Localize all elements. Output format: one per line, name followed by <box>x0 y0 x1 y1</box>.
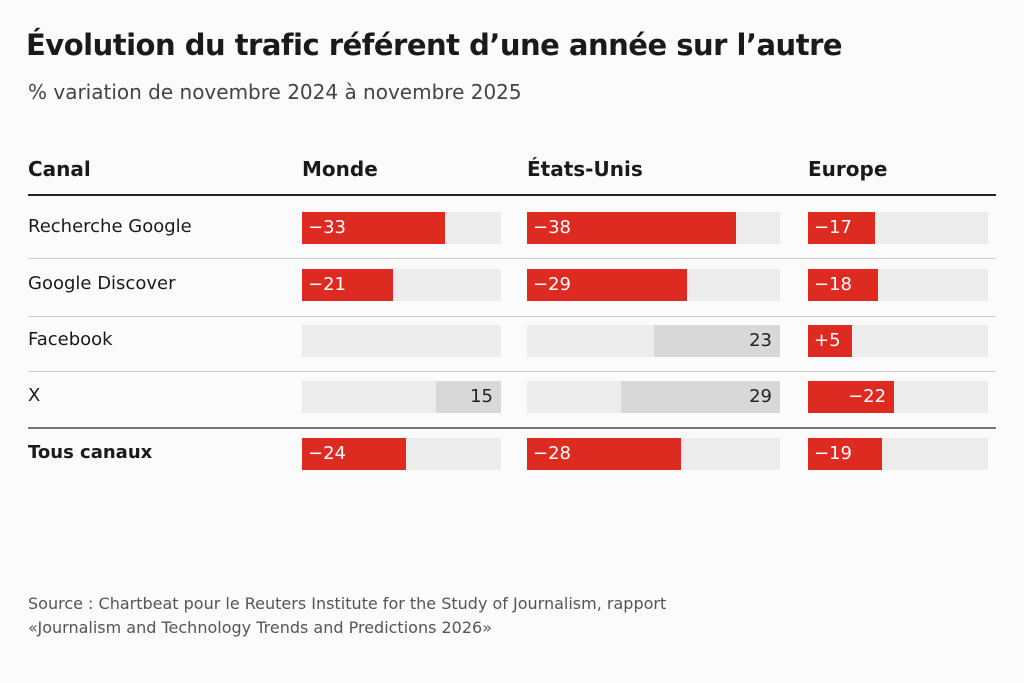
bar-track: −28 <box>527 438 780 470</box>
bar: −33 <box>302 212 445 244</box>
row-label: Tous canaux <box>28 442 153 463</box>
bar-track: −18 <box>808 269 988 301</box>
source-line-2: «Journalism and Technology Trends and Pr… <box>28 618 493 637</box>
row-divider <box>28 316 996 317</box>
bar-track: −33 <box>302 212 501 244</box>
bar: −29 <box>527 269 687 301</box>
row-divider <box>28 427 996 429</box>
header-world: Monde <box>302 157 378 181</box>
row-label: Google Discover <box>28 273 176 294</box>
bar: −17 <box>808 212 875 244</box>
bar-track: +5 <box>808 325 988 357</box>
source-note: Source : Chartbeat pour le Reuters Insti… <box>28 592 666 640</box>
bar-track <box>302 325 501 357</box>
bar-track: −21 <box>302 269 501 301</box>
bar: −21 <box>302 269 393 301</box>
bar: +5 <box>808 325 852 357</box>
bar-track: 15 <box>302 381 501 413</box>
bar-track: −19 <box>808 438 988 470</box>
header-us: États-Unis <box>527 157 643 181</box>
row-divider <box>28 371 996 372</box>
bar-track: −29 <box>527 269 780 301</box>
bar: 29 <box>620 381 780 413</box>
bar-track: 23 <box>527 325 780 357</box>
row-label: Facebook <box>28 329 113 350</box>
bar: −18 <box>808 269 879 301</box>
bar: 23 <box>653 325 780 357</box>
row-label: Recherche Google <box>28 216 192 237</box>
bar: 15 <box>436 381 501 413</box>
bar-track: −38 <box>527 212 780 244</box>
bar-track: −24 <box>302 438 501 470</box>
bar-track: −17 <box>808 212 988 244</box>
chart-subtitle: % variation de novembre 2024 à novembre … <box>28 80 522 104</box>
bar: −28 <box>527 438 681 470</box>
row-divider <box>28 258 996 259</box>
bar: −38 <box>527 212 736 244</box>
bar: −22 <box>808 381 895 413</box>
header-channel: Canal <box>28 157 91 181</box>
bar: −24 <box>302 438 406 470</box>
row-label: X <box>28 385 41 406</box>
header-europe: Europe <box>808 157 888 181</box>
source-line-1: Source : Chartbeat pour le Reuters Insti… <box>28 594 667 613</box>
bar-track: −22 <box>808 381 988 413</box>
bar: −19 <box>808 438 883 470</box>
bar-track: 29 <box>527 381 780 413</box>
header-rule <box>28 194 996 196</box>
chart-title: Évolution du trafic référent d’une année… <box>26 28 843 62</box>
